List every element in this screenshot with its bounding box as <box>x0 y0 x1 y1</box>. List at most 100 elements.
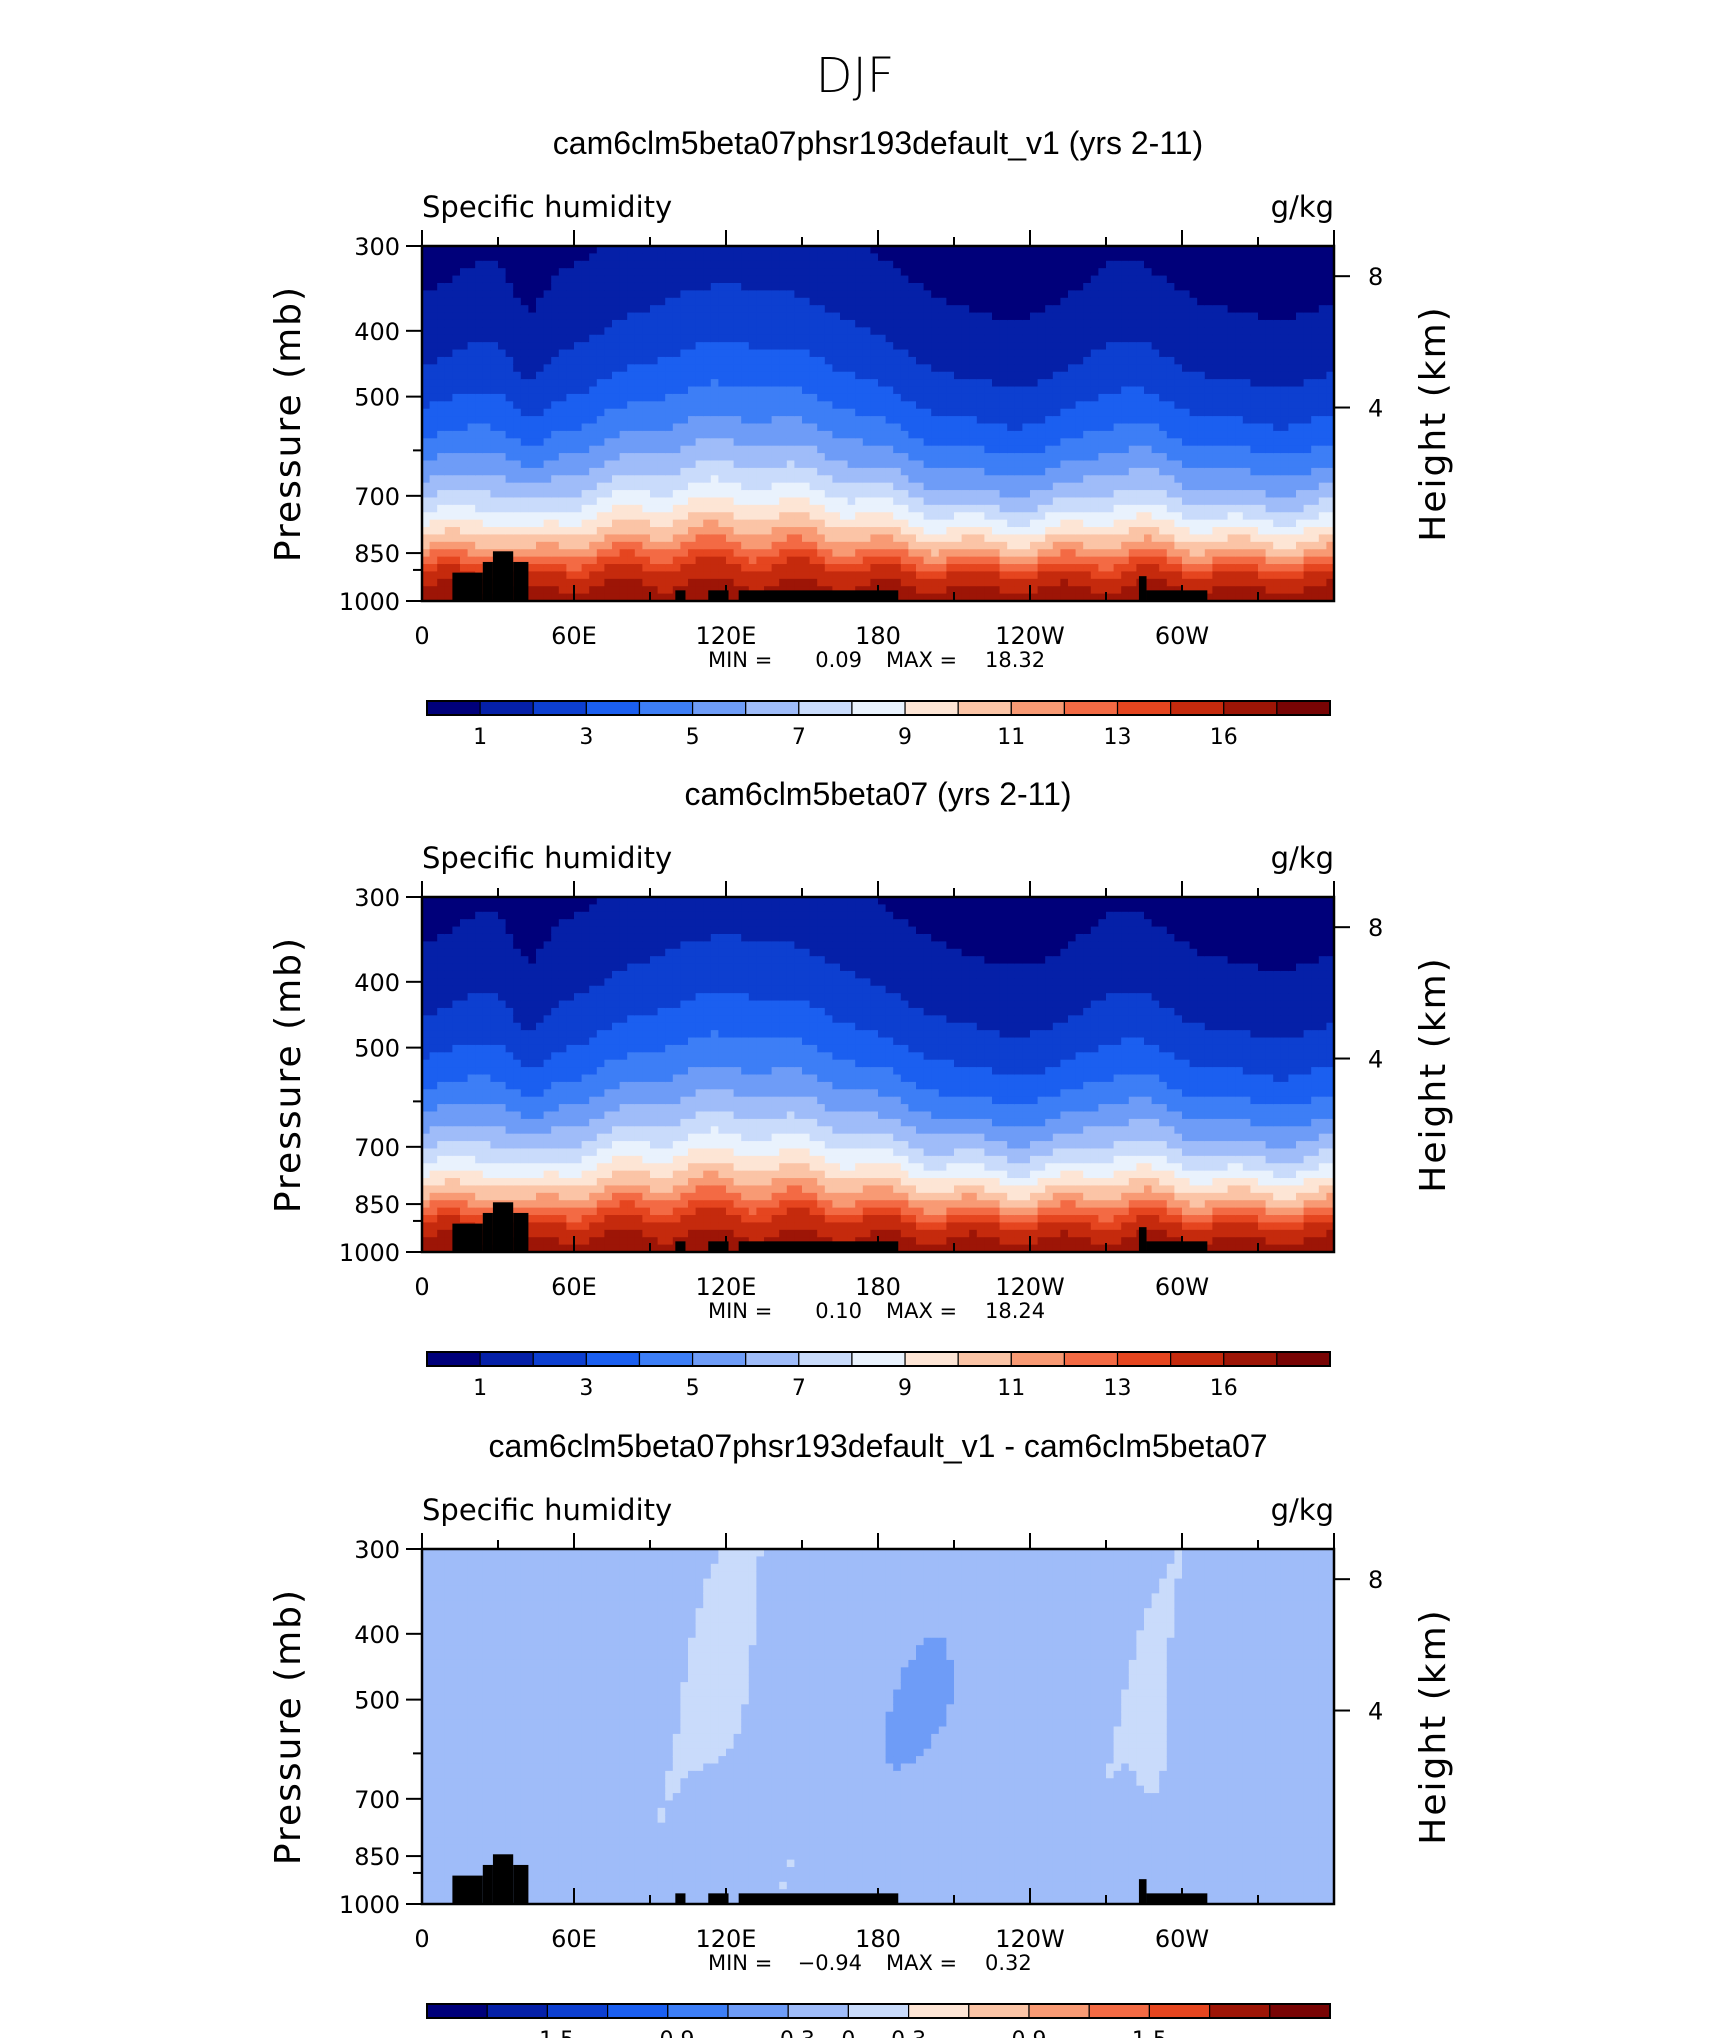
contour-cell <box>1129 335 1137 343</box>
contour-cell <box>1159 276 1167 284</box>
contour-cell <box>817 305 825 313</box>
contour-cell <box>756 394 764 402</box>
contour-cell <box>1197 268 1205 276</box>
contour-cell <box>1091 571 1099 579</box>
contour-cell <box>901 276 909 284</box>
contour-cell <box>1121 261 1129 269</box>
contour-cell <box>642 534 650 542</box>
contour-cell <box>741 327 749 335</box>
contour-cell <box>779 298 787 306</box>
contour-cell <box>954 564 962 572</box>
contour-cell <box>832 305 840 313</box>
contour-cell <box>1152 520 1160 528</box>
contour-cell <box>1106 261 1114 269</box>
contour-cell <box>779 527 787 535</box>
contour-cell <box>908 571 916 579</box>
contour-cell <box>460 283 468 291</box>
contour-cell <box>984 313 992 321</box>
contour-cell <box>475 557 483 565</box>
contour-cell <box>437 401 445 409</box>
contour-cell <box>840 372 848 380</box>
contour-cell <box>946 409 954 417</box>
contour-cell <box>703 564 711 572</box>
contour-cell <box>437 564 445 572</box>
contour-cell <box>954 335 962 343</box>
contour-cell <box>437 305 445 313</box>
contour-cell <box>544 409 552 417</box>
contour-cell <box>832 497 840 505</box>
contour-cell <box>840 475 848 483</box>
contour-cell <box>1174 335 1182 343</box>
contour-cell <box>749 290 757 298</box>
contour-cell <box>832 350 840 358</box>
contour-cell <box>718 460 726 468</box>
contour-cell <box>1007 542 1015 550</box>
contour-cell <box>528 409 536 417</box>
contour-cell <box>825 401 833 409</box>
contour-cell <box>992 379 1000 387</box>
contour-cell <box>1129 350 1137 358</box>
contour-cell <box>475 305 483 313</box>
contour-cell <box>878 438 886 446</box>
contour-cell <box>764 505 772 513</box>
contour-cell <box>635 372 643 380</box>
contour-cell <box>574 357 582 365</box>
contour-cell <box>1076 401 1084 409</box>
contour-cell <box>1038 431 1046 439</box>
contour-cell <box>1114 416 1122 424</box>
contour-cell <box>1068 549 1076 557</box>
contour-cell <box>908 483 916 491</box>
contour-cell <box>703 320 711 328</box>
contour-cell <box>1190 357 1198 365</box>
contour-cell <box>908 446 916 454</box>
contour-cell <box>825 557 833 565</box>
contour-cell <box>1038 379 1046 387</box>
contour-cell <box>589 534 597 542</box>
contour-cell <box>916 542 924 550</box>
contour-cell <box>1167 468 1175 476</box>
contour-cell <box>711 490 719 498</box>
contour-cell <box>460 327 468 335</box>
contour-cell <box>810 276 818 284</box>
contour-cell <box>1152 379 1160 387</box>
contour-cell <box>863 290 871 298</box>
contour-cell <box>536 424 544 432</box>
contour-cell <box>787 549 795 557</box>
contour-cell <box>718 298 726 306</box>
contour-cell <box>870 387 878 395</box>
contour-cell <box>536 453 544 461</box>
contour-cell <box>566 483 574 491</box>
contour-cell <box>1121 549 1129 557</box>
contour-cell <box>863 409 871 417</box>
contour-cell <box>635 424 643 432</box>
contour-cell <box>460 512 468 520</box>
contour-cell <box>848 342 856 350</box>
contour-cell <box>810 253 818 261</box>
contour-cell <box>1015 453 1023 461</box>
contour-cell <box>498 290 506 298</box>
contour-cell <box>1159 283 1167 291</box>
contour-cell <box>718 276 726 284</box>
contour-cell <box>490 379 498 387</box>
contour-cell <box>756 542 764 550</box>
contour-cell <box>1060 527 1068 535</box>
contour-cell <box>1152 320 1160 328</box>
contour-cell <box>551 416 559 424</box>
contour-cell <box>551 483 559 491</box>
contour-cell <box>764 283 772 291</box>
contour-cell <box>528 276 536 284</box>
contour-cell <box>855 579 863 587</box>
contour-cell <box>878 468 886 476</box>
contour-cell <box>680 357 688 365</box>
contour-cell <box>1129 505 1137 513</box>
contour-cell <box>711 497 719 505</box>
contour-cell <box>855 549 863 557</box>
contour-cell <box>772 327 780 335</box>
contour-cell <box>544 431 552 439</box>
contour-cell <box>870 394 878 402</box>
contour-cell <box>1144 298 1152 306</box>
contour-cell <box>680 313 688 321</box>
contour-cell <box>779 364 787 372</box>
contour-cell <box>1144 379 1152 387</box>
contour-cell <box>1167 327 1175 335</box>
